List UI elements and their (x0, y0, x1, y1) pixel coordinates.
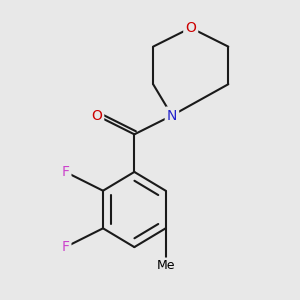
Text: N: N (167, 109, 177, 122)
Text: F: F (61, 165, 69, 179)
Text: Me: Me (156, 260, 175, 272)
Text: O: O (91, 109, 102, 122)
Text: O: O (185, 21, 196, 35)
Text: F: F (61, 240, 69, 254)
